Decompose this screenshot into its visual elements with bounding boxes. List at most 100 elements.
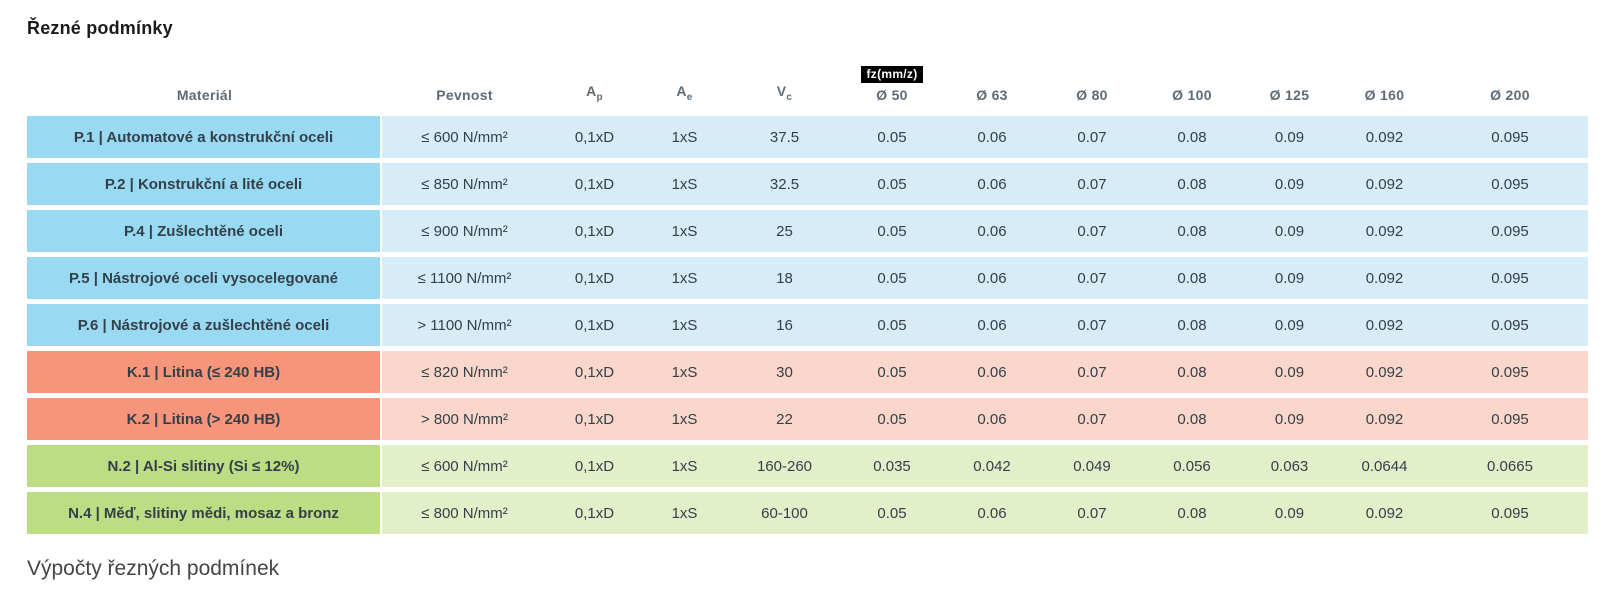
value-cell: 0.05 bbox=[842, 398, 942, 440]
value-cell: 0.07 bbox=[1042, 163, 1142, 205]
value-cell: 0,1xD bbox=[547, 257, 642, 299]
value-cell: 0.09 bbox=[1242, 351, 1337, 393]
value-cell: 0,1xD bbox=[547, 210, 642, 252]
value-cell: 0.07 bbox=[1042, 257, 1142, 299]
value-cell: 0.09 bbox=[1242, 163, 1337, 205]
value-cell: 18 bbox=[727, 257, 842, 299]
column-header-d50: fz(mm/z) Ø 50 bbox=[842, 66, 942, 111]
material-cell: K.2 | Litina (> 240 HB) bbox=[27, 398, 382, 440]
column-header-label: Ø 50 bbox=[876, 87, 908, 103]
value-cell: 0.09 bbox=[1242, 116, 1337, 158]
table-row: P.4 | Zušlechtěné oceli ≤ 900 N/mm² 0,1x… bbox=[27, 210, 1588, 252]
column-header-pevnost: Pevnost bbox=[382, 66, 547, 111]
value-cell: 22 bbox=[727, 398, 842, 440]
table-row: N.4 | Měď, slitiny mědi, mosaz a bronz ≤… bbox=[27, 492, 1588, 534]
table-row: P.1 | Automatové a konstrukční oceli ≤ 6… bbox=[27, 116, 1588, 158]
column-header-label: A bbox=[586, 83, 597, 100]
material-cell: P.1 | Automatové a konstrukční oceli bbox=[27, 116, 382, 158]
column-header-subscript: e bbox=[686, 92, 693, 103]
value-cell: 0.07 bbox=[1042, 492, 1142, 534]
column-header-d200: Ø 200 bbox=[1432, 66, 1588, 111]
value-cell: 0.06 bbox=[942, 257, 1042, 299]
value-cell: 0.092 bbox=[1337, 210, 1432, 252]
value-cell: 0.07 bbox=[1042, 304, 1142, 346]
value-cell: 0.08 bbox=[1142, 116, 1242, 158]
value-cell: 0.06 bbox=[942, 210, 1042, 252]
value-cell: 0.08 bbox=[1142, 351, 1242, 393]
value-cell: 16 bbox=[727, 304, 842, 346]
cutting-conditions-table: Materiál Pevnost Ap Ae Vc fz(mm/z) Ø 50 … bbox=[27, 61, 1588, 539]
value-cell: 0.092 bbox=[1337, 492, 1432, 534]
value-cell: 0.095 bbox=[1432, 210, 1588, 252]
column-header-d80: Ø 80 bbox=[1042, 66, 1142, 111]
column-header-ap: Ap bbox=[547, 66, 642, 111]
value-cell: 1xS bbox=[642, 398, 727, 440]
value-cell: 0.09 bbox=[1242, 492, 1337, 534]
value-cell: 0,1xD bbox=[547, 163, 642, 205]
column-header-subscript: c bbox=[786, 92, 793, 103]
table-row: P.5 | Nástrojové oceli vysocelegované ≤ … bbox=[27, 257, 1588, 299]
value-cell: 0.095 bbox=[1432, 257, 1588, 299]
column-header-label: Pevnost bbox=[436, 87, 493, 103]
value-cell: 60-100 bbox=[727, 492, 842, 534]
value-cell: 0.07 bbox=[1042, 398, 1142, 440]
value-cell: 160-260 bbox=[727, 445, 842, 487]
value-cell: 0,1xD bbox=[547, 398, 642, 440]
section-title-calculations: Výpočty řezných podmínek bbox=[27, 557, 280, 580]
value-cell: 0.09 bbox=[1242, 398, 1337, 440]
table-header-row: Materiál Pevnost Ap Ae Vc fz(mm/z) Ø 50 … bbox=[27, 66, 1588, 111]
material-cell: P.2 | Konstrukční a lité oceli bbox=[27, 163, 382, 205]
value-cell: ≤ 1100 N/mm² bbox=[382, 257, 547, 299]
column-header-label: V bbox=[776, 83, 787, 100]
value-cell: 1xS bbox=[642, 257, 727, 299]
value-cell: 25 bbox=[727, 210, 842, 252]
value-cell: 0.07 bbox=[1042, 351, 1142, 393]
value-cell: 0.092 bbox=[1337, 116, 1432, 158]
value-cell: ≤ 900 N/mm² bbox=[382, 210, 547, 252]
value-cell: 0.08 bbox=[1142, 163, 1242, 205]
value-cell: 0.092 bbox=[1337, 398, 1432, 440]
value-cell: 0.095 bbox=[1432, 492, 1588, 534]
value-cell: 0.035 bbox=[842, 445, 942, 487]
material-cell: K.1 | Litina (≤ 240 HB) bbox=[27, 351, 382, 393]
table-row: K.2 | Litina (> 240 HB) > 800 N/mm² 0,1x… bbox=[27, 398, 1588, 440]
value-cell: 0.0644 bbox=[1337, 445, 1432, 487]
value-cell: 0.095 bbox=[1432, 163, 1588, 205]
value-cell: 0.095 bbox=[1432, 304, 1588, 346]
column-header-d100: Ø 100 bbox=[1142, 66, 1242, 111]
value-cell: 0.0665 bbox=[1432, 445, 1588, 487]
value-cell: 0.095 bbox=[1432, 351, 1588, 393]
value-cell: 0.06 bbox=[942, 116, 1042, 158]
value-cell: 0.049 bbox=[1042, 445, 1142, 487]
value-cell: 0.05 bbox=[842, 492, 942, 534]
value-cell: ≤ 600 N/mm² bbox=[382, 116, 547, 158]
value-cell: ≤ 820 N/mm² bbox=[382, 351, 547, 393]
material-cell: P.6 | Nástrojové a zušlechtěné oceli bbox=[27, 304, 382, 346]
column-header-d160: Ø 160 bbox=[1337, 66, 1432, 111]
column-header-label: Ø 100 bbox=[1172, 87, 1212, 103]
column-header-d125: Ø 125 bbox=[1242, 66, 1337, 111]
value-cell: 0.08 bbox=[1142, 398, 1242, 440]
value-cell: 1xS bbox=[642, 163, 727, 205]
column-header-subscript: p bbox=[596, 92, 603, 103]
page: Řezné podmínky Materiál Pevnost Ap Ae Vc… bbox=[27, 18, 1588, 580]
table-row: P.6 | Nástrojové a zušlechtěné oceli > 1… bbox=[27, 304, 1588, 346]
value-cell: 0.056 bbox=[1142, 445, 1242, 487]
value-cell: > 800 N/mm² bbox=[382, 398, 547, 440]
column-header-label: Ø 200 bbox=[1490, 87, 1530, 103]
value-cell: 0.05 bbox=[842, 116, 942, 158]
column-header-label: Materiál bbox=[176, 87, 233, 103]
material-cell: N.2 | Al-Si slitiny (Si ≤ 12%) bbox=[27, 445, 382, 487]
value-cell: ≤ 600 N/mm² bbox=[382, 445, 547, 487]
value-cell: 0.06 bbox=[942, 351, 1042, 393]
value-cell: 0.08 bbox=[1142, 304, 1242, 346]
value-cell: 0.06 bbox=[942, 163, 1042, 205]
value-cell: 0,1xD bbox=[547, 304, 642, 346]
value-cell: 0.092 bbox=[1337, 257, 1432, 299]
column-header-label: Ø 80 bbox=[1076, 87, 1108, 103]
material-cell: N.4 | Měď, slitiny mědi, mosaz a bronz bbox=[27, 492, 382, 534]
value-cell: 0.05 bbox=[842, 257, 942, 299]
material-cell: P.4 | Zušlechtěné oceli bbox=[27, 210, 382, 252]
value-cell: 30 bbox=[727, 351, 842, 393]
column-header-d63: Ø 63 bbox=[942, 66, 1042, 111]
